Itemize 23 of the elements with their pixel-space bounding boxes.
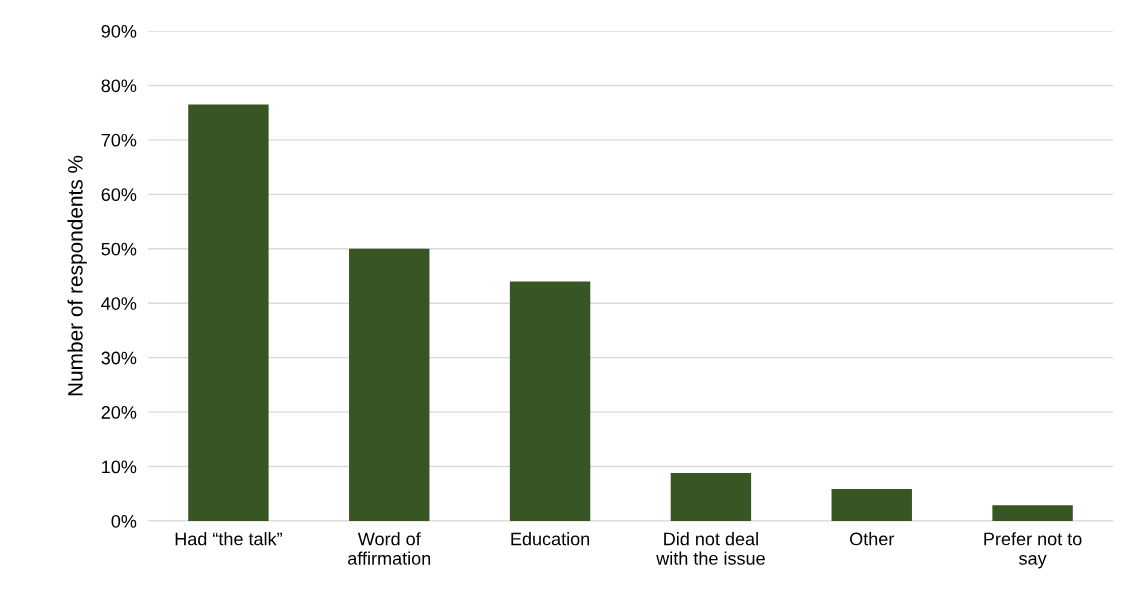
y-tick-label: 90% (101, 24, 137, 38)
y-tick-label: 60% (101, 188, 137, 202)
y-tick-label: 10% (102, 460, 137, 474)
x-tick-label: Did not deal with the issue (656, 532, 765, 565)
bar (349, 248, 430, 521)
y-tick-label: 70% (101, 133, 137, 147)
bar (509, 281, 591, 521)
y-tick-label: 80% (101, 79, 137, 93)
bar (670, 473, 752, 521)
y-tick-label: 40% (101, 297, 137, 310)
bar (992, 505, 1073, 521)
y-tick-label: 50% (101, 242, 137, 256)
y-tick-label: 30% (101, 351, 137, 365)
x-tick-label: Word of affirmation (348, 532, 431, 565)
y-axis-title: Number of respondents % (67, 155, 87, 396)
y-tick-label: 20% (101, 406, 137, 419)
x-tick-label: Prefer not to say (984, 532, 1082, 569)
bar (188, 104, 269, 521)
x-tick-label: Education (511, 532, 590, 546)
y-tick-label: 0% (111, 514, 137, 528)
x-tick-label: Had “the talk” (175, 532, 282, 546)
x-tick-label: Other (850, 532, 895, 546)
bar (831, 488, 912, 521)
